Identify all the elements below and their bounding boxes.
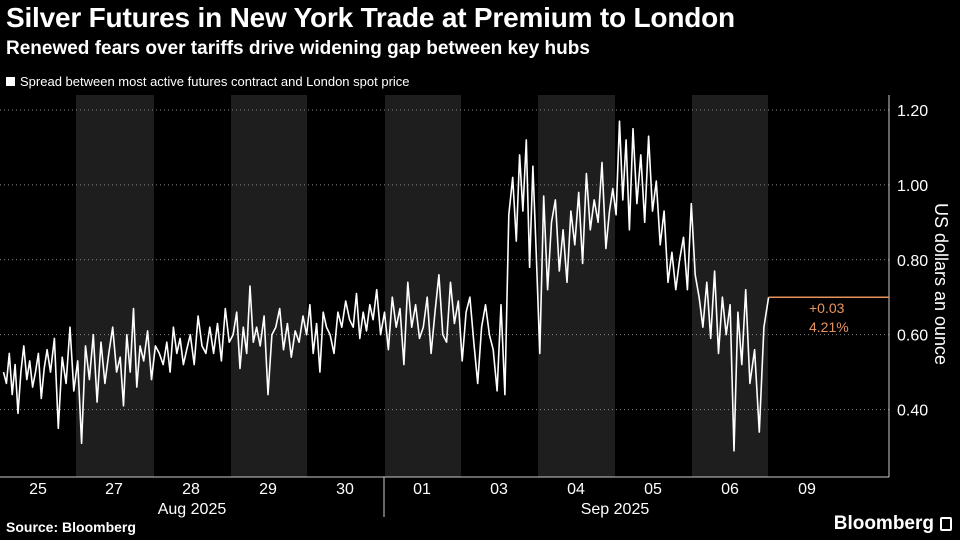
x-tick-label: 01 (413, 481, 431, 498)
legend-label: Spread between most active futures contr… (20, 74, 410, 89)
x-tick-label: 29 (259, 481, 277, 498)
last-value-change-label: +0.03 (809, 300, 845, 316)
chart-title: Silver Futures in New York Trade at Prem… (6, 2, 735, 33)
x-tick-label: 04 (567, 481, 585, 498)
month-label: Sep 2025 (581, 501, 650, 518)
x-tick-label: 05 (644, 481, 662, 498)
shade-band (385, 95, 461, 477)
shade-band (76, 95, 154, 477)
y-tick-label: 1.00 (897, 178, 928, 195)
gridlines (0, 109, 889, 411)
brand-logo: Bloomberg (834, 513, 952, 535)
chart-subtitle: Renewed fears over tariffs drive widenin… (6, 38, 590, 59)
legend: Spread between most active futures contr… (6, 74, 410, 89)
y-tick-label: 0.60 (897, 328, 928, 345)
x-tick-label: 06 (721, 481, 739, 498)
shade-band (538, 95, 615, 477)
y-axis-tick-labels: 0.40 0.60 0.80 1.00 1.20 (897, 103, 928, 420)
y-tick-label: 0.80 (897, 253, 928, 270)
x-tick-label: 30 (336, 481, 354, 498)
x-tick-label: 25 (29, 481, 47, 498)
brand-icon (940, 517, 952, 531)
legend-swatch (6, 77, 15, 86)
series-line (2, 120, 770, 452)
month-label: Aug 2025 (158, 501, 227, 518)
alternating-day-shading (76, 95, 768, 477)
x-tick-label: 28 (182, 481, 200, 498)
x-tick-label: 09 (798, 481, 816, 498)
x-tick-label: 03 (490, 481, 508, 498)
source-note: Source: Bloomberg (6, 519, 136, 535)
month-labels: Aug 2025 Sep 2025 (158, 501, 650, 518)
y-tick-label: 1.20 (897, 103, 928, 120)
shade-band (692, 95, 768, 477)
shade-band (231, 95, 307, 477)
y-tick-label: 0.40 (897, 403, 928, 420)
y-axis-label: US dollars an ounce (931, 203, 951, 365)
x-axis-tick-labels: 25 27 28 29 30 01 03 04 05 06 09 (29, 481, 816, 498)
brand-name: Bloomberg (833, 513, 934, 534)
last-value-percent-label: 4.21% (809, 319, 849, 335)
x-tick-label: 27 (105, 481, 123, 498)
